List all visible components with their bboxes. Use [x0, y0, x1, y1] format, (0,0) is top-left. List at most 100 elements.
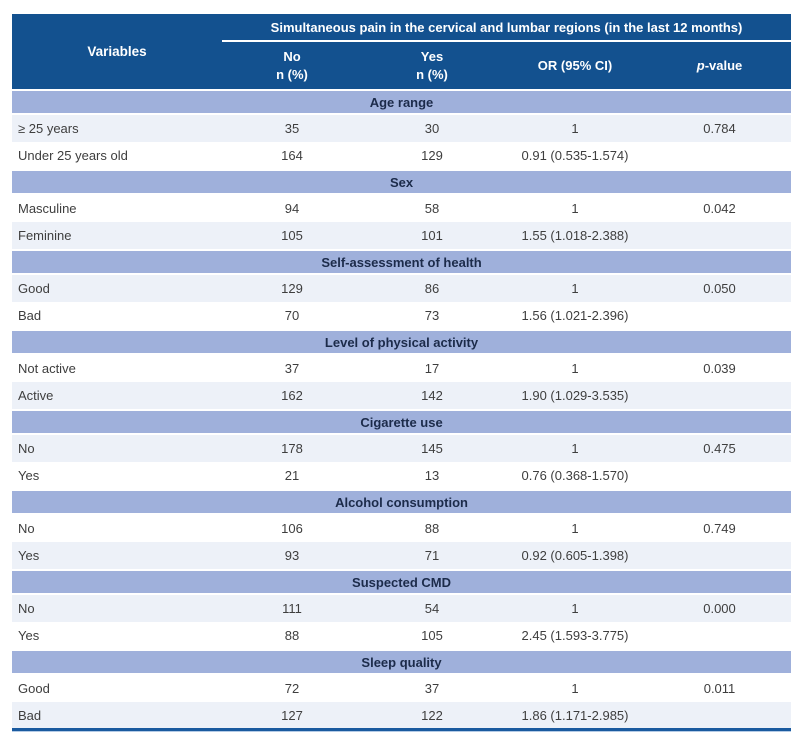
table-row: No 178 145 1 0.475	[12, 435, 792, 462]
table-row: Masculine 94 58 1 0.042	[12, 195, 792, 222]
cell-pvalue	[648, 702, 792, 729]
cell-no: 21	[222, 462, 362, 489]
row-label: Yes	[12, 542, 222, 569]
column-header-yes-line1: Yes	[420, 48, 444, 64]
cell-pvalue	[648, 542, 792, 569]
cell-or: 0.76 (0.368-1.570)	[502, 462, 648, 489]
cell-no: 178	[222, 435, 362, 462]
p-value-suffix: -value	[704, 57, 743, 73]
column-header-yes-line2: n (%)	[416, 66, 448, 82]
section-title: Alcohol consumption	[12, 489, 792, 515]
cell-pvalue: 0.042	[648, 195, 792, 222]
section-title: Age range	[12, 89, 792, 115]
cell-or: 1	[502, 675, 648, 702]
table-row: No 111 54 1 0.000	[12, 595, 792, 622]
cell-yes: 145	[362, 435, 502, 462]
section-title: Cigarette use	[12, 409, 792, 435]
cell-pvalue: 0.000	[648, 595, 792, 622]
table-row: ≥ 25 years 35 30 1 0.784	[12, 115, 792, 142]
row-label: ≥ 25 years	[12, 115, 222, 142]
row-label: No	[12, 595, 222, 622]
cell-no: 93	[222, 542, 362, 569]
table-row: Bad 127 122 1.86 (1.171-2.985)	[12, 702, 792, 729]
table-header: Variables Simultaneous pain in the cervi…	[12, 14, 792, 89]
table-row: Bad 70 73 1.56 (1.021-2.396)	[12, 302, 792, 329]
cell-yes: 142	[362, 382, 502, 409]
section-header-physical-activity: Level of physical activity	[12, 329, 792, 355]
cell-pvalue	[648, 622, 792, 649]
cell-yes: 54	[362, 595, 502, 622]
cell-no: 70	[222, 302, 362, 329]
section-title: Sleep quality	[12, 649, 792, 675]
column-header-no: No n (%)	[222, 42, 362, 89]
row-label: Bad	[12, 702, 222, 729]
cell-or: 1.86 (1.171-2.985)	[502, 702, 648, 729]
cell-or: 1	[502, 275, 648, 302]
section-header-cigarette-use: Cigarette use	[12, 409, 792, 435]
cell-yes: 122	[362, 702, 502, 729]
cell-pvalue: 0.475	[648, 435, 792, 462]
cell-pvalue	[648, 462, 792, 489]
cell-no: 164	[222, 142, 362, 169]
cell-or: 1.56 (1.021-2.396)	[502, 302, 648, 329]
section-title: Self-assessment of health	[12, 249, 792, 275]
row-label: Not active	[12, 355, 222, 382]
table-bottom-rule	[12, 728, 791, 732]
section-title: Level of physical activity	[12, 329, 792, 355]
row-label: Feminine	[12, 222, 222, 249]
cell-no: 94	[222, 195, 362, 222]
cell-no: 127	[222, 702, 362, 729]
cell-yes: 105	[362, 622, 502, 649]
cell-or: 0.91 (0.535-1.574)	[502, 142, 648, 169]
cell-or: 1	[502, 355, 648, 382]
cell-or: 1	[502, 435, 648, 462]
row-label: No	[12, 515, 222, 542]
section-header-suspected-cmd: Suspected CMD	[12, 569, 792, 595]
row-label: Masculine	[12, 195, 222, 222]
header-title-row: Variables Simultaneous pain in the cervi…	[12, 14, 792, 89]
statistics-table: Variables Simultaneous pain in the cervi…	[12, 14, 792, 729]
cell-yes: 30	[362, 115, 502, 142]
cell-no: 72	[222, 675, 362, 702]
p-italic-letter: p	[696, 57, 705, 73]
cell-no: 129	[222, 275, 362, 302]
cell-no: 35	[222, 115, 362, 142]
column-header-no-line1: No	[283, 48, 301, 64]
table-row: Yes 93 71 0.92 (0.605-1.398)	[12, 542, 792, 569]
cell-or: 1	[502, 595, 648, 622]
column-header-no-line2: n (%)	[276, 66, 308, 82]
cell-or: 1	[502, 115, 648, 142]
cell-yes: 13	[362, 462, 502, 489]
cell-yes: 71	[362, 542, 502, 569]
cell-no: 105	[222, 222, 362, 249]
table-body: Age range ≥ 25 years 35 30 1 0.784 Under…	[12, 89, 792, 729]
cell-or: 1	[502, 195, 648, 222]
cell-pvalue	[648, 382, 792, 409]
cell-or: 1	[502, 515, 648, 542]
table-row: No 106 88 1 0.749	[12, 515, 792, 542]
cell-pvalue: 0.039	[648, 355, 792, 382]
cell-or: 1.55 (1.018-2.388)	[502, 222, 648, 249]
table-row: Good 72 37 1 0.011	[12, 675, 792, 702]
column-header-or: OR (95% CI)	[502, 42, 648, 89]
cell-yes: 73	[362, 302, 502, 329]
cell-no: 111	[222, 595, 362, 622]
section-header-sleep-quality: Sleep quality	[12, 649, 792, 675]
cell-pvalue	[648, 222, 792, 249]
row-label: Yes	[12, 462, 222, 489]
cell-or: 1.90 (1.029-3.535)	[502, 382, 648, 409]
table-row: Yes 21 13 0.76 (0.368-1.570)	[12, 462, 792, 489]
section-header-alcohol-consumption: Alcohol consumption	[12, 489, 792, 515]
table-row: Active 162 142 1.90 (1.029-3.535)	[12, 382, 792, 409]
table-row: Yes 88 105 2.45 (1.593-3.775)	[12, 622, 792, 649]
section-title: Suspected CMD	[12, 569, 792, 595]
row-label: Good	[12, 275, 222, 302]
column-header-variables: Variables	[12, 14, 222, 89]
header-subcolumns-row: No n (%) Yes n (%) OR (95% CI) p-value	[12, 42, 792, 89]
column-header-yes: Yes n (%)	[362, 42, 502, 89]
cell-yes: 58	[362, 195, 502, 222]
cell-pvalue: 0.011	[648, 675, 792, 702]
cell-pvalue: 0.784	[648, 115, 792, 142]
row-label: Yes	[12, 622, 222, 649]
